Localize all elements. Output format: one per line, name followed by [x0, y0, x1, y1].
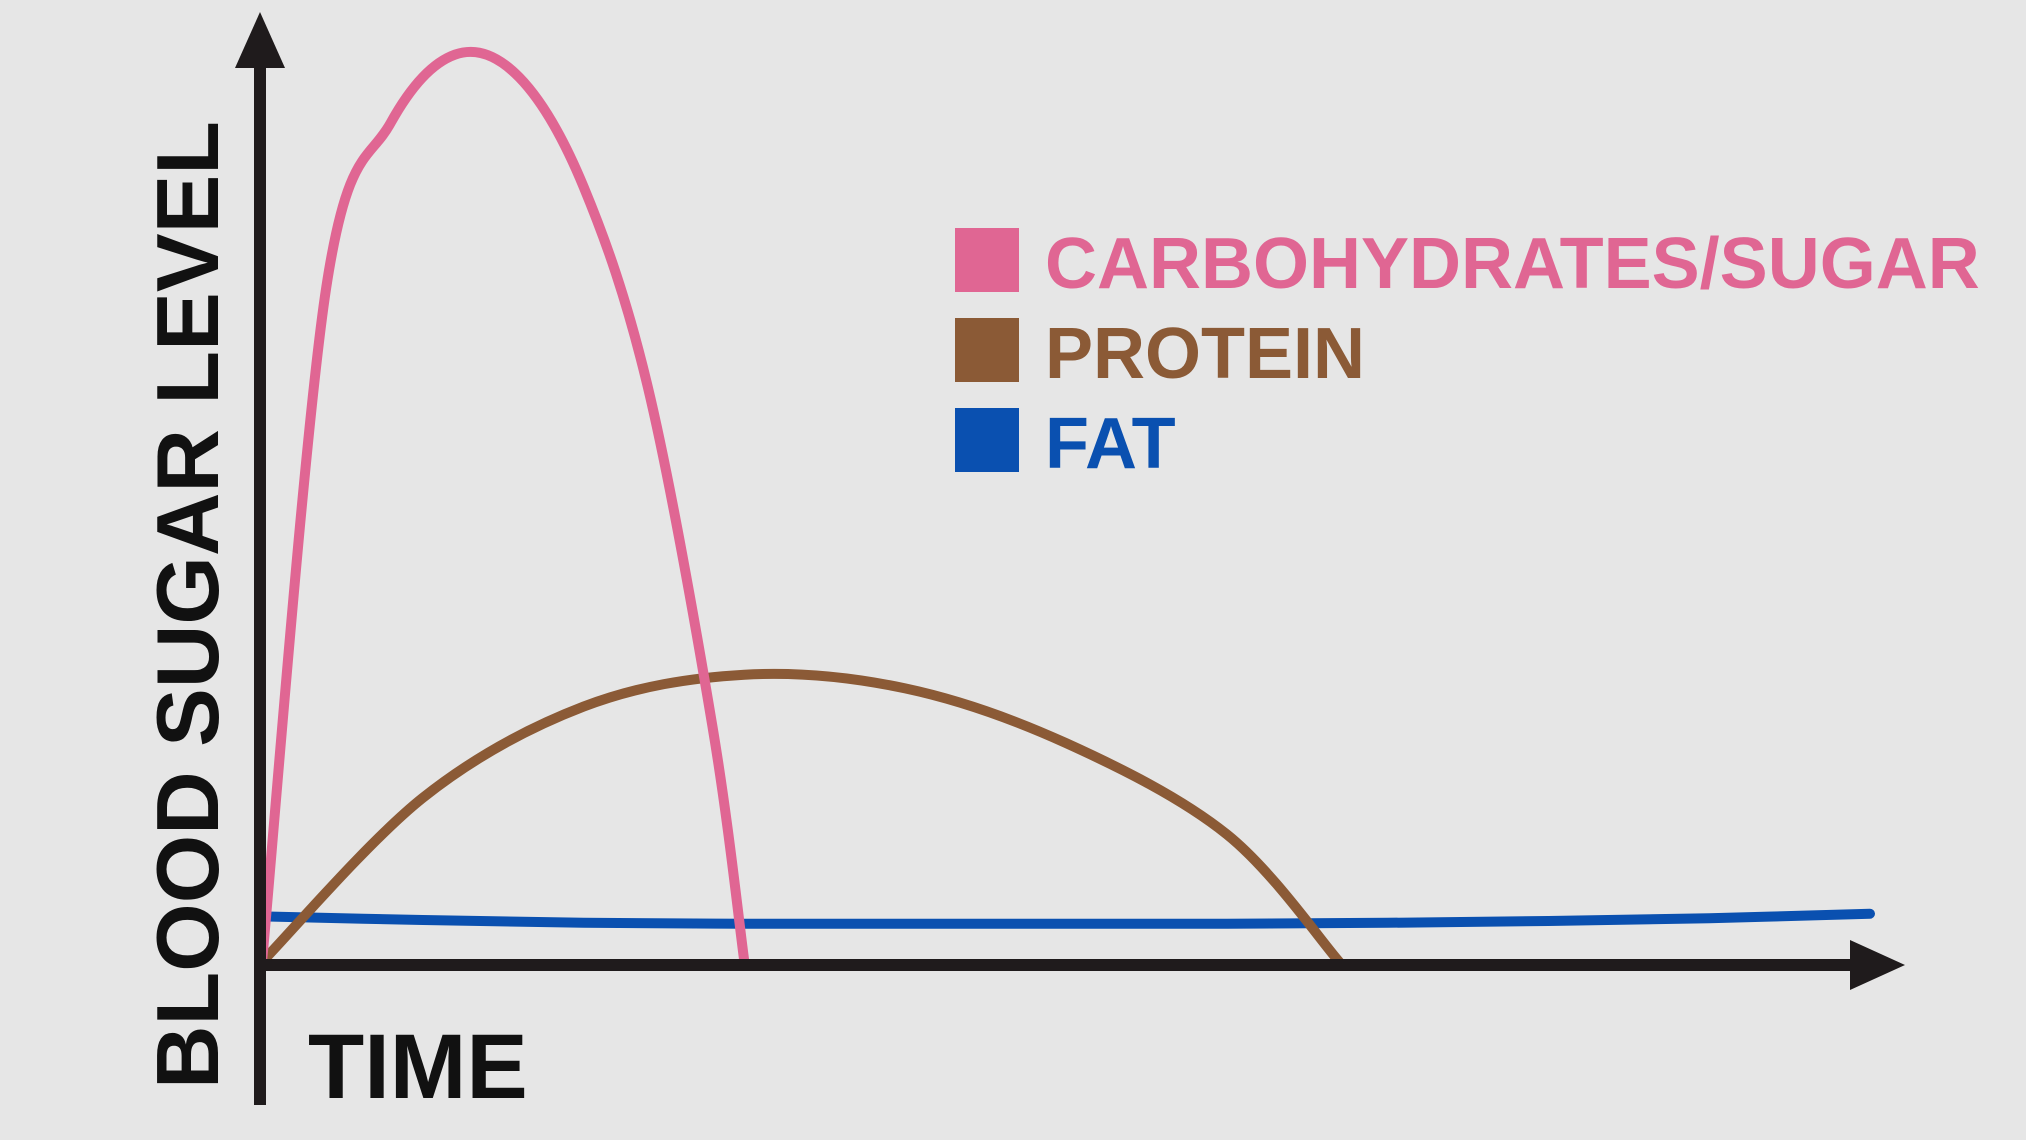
legend-label-fat: FAT	[1045, 404, 1176, 484]
legend-swatch-fat	[955, 408, 1019, 472]
legend-swatch-protein	[955, 318, 1019, 382]
series-line-protein	[257, 668, 1345, 967]
legend-label-carbohydrates-sugar: CARBOHYDRATES/SUGAR	[1045, 224, 1980, 304]
x-axis-arrow	[1850, 940, 1905, 990]
legend-item-protein: PROTEIN	[955, 314, 1365, 394]
legend-label-protein: PROTEIN	[1045, 314, 1365, 394]
legend-item-fat: FAT	[955, 404, 1176, 484]
series-line-fat	[257, 908, 1875, 929]
y-axis-label: BLOOD SUGAR LEVEL	[138, 121, 237, 1089]
series-layer	[257, 46, 1875, 967]
y-axis	[235, 12, 285, 1105]
legend-swatch-carbohydrates-sugar	[955, 228, 1019, 292]
y-axis-arrow	[235, 12, 285, 68]
legend-item-carbohydrates-sugar: CARBOHYDRATES/SUGAR	[955, 224, 1980, 304]
series-line-carbohydrates-sugar	[257, 46, 750, 967]
x-axis	[260, 940, 1905, 990]
legend: CARBOHYDRATES/SUGAR PROTEIN FAT	[955, 224, 1980, 484]
x-axis-label: TIME	[308, 1016, 528, 1118]
